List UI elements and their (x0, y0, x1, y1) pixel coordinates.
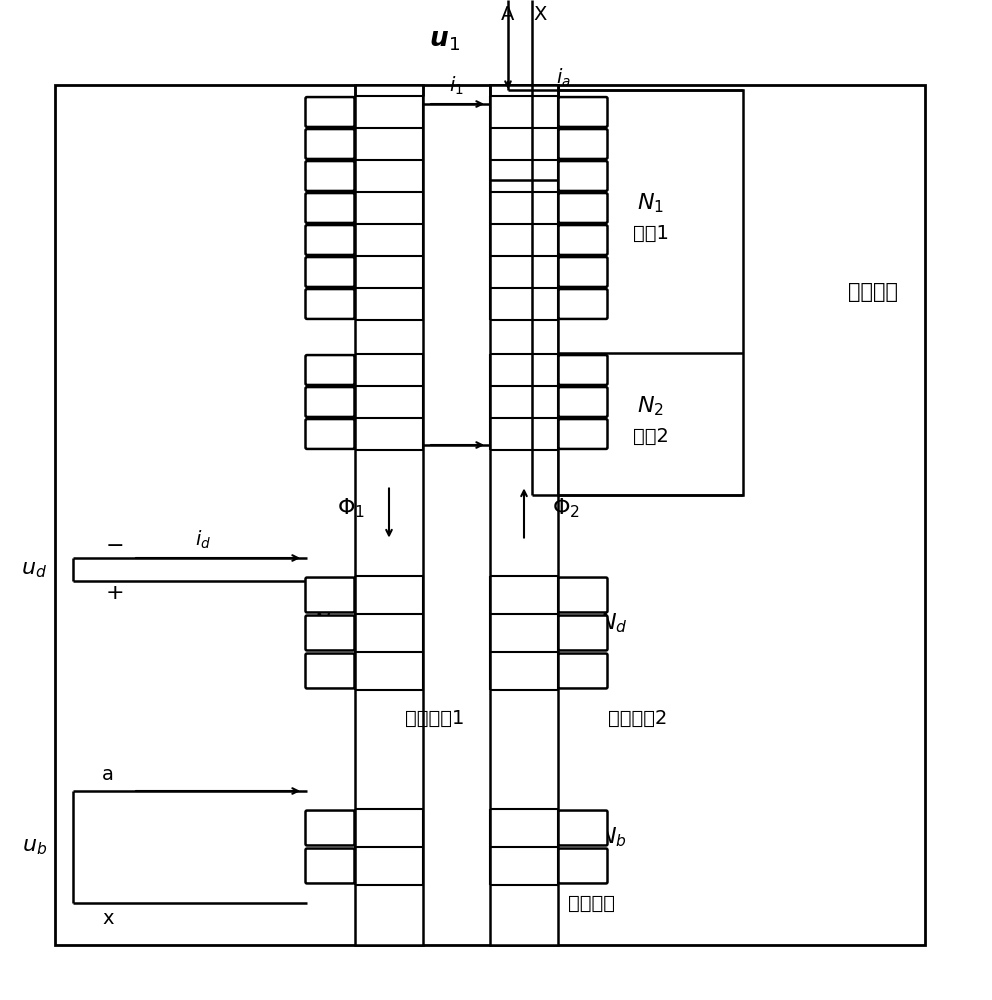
FancyBboxPatch shape (558, 193, 607, 223)
FancyBboxPatch shape (558, 849, 607, 883)
Bar (558, 90, 743, 495)
FancyBboxPatch shape (558, 225, 607, 255)
Text: 控制绕组1: 控制绕组1 (406, 708, 464, 728)
FancyBboxPatch shape (558, 654, 607, 688)
FancyBboxPatch shape (306, 97, 354, 127)
Bar (490, 85, 558, 180)
FancyBboxPatch shape (558, 161, 607, 191)
FancyBboxPatch shape (306, 225, 354, 255)
Text: X: X (534, 5, 547, 24)
FancyBboxPatch shape (558, 129, 607, 159)
Bar (55, 85, 925, 945)
FancyBboxPatch shape (558, 289, 607, 319)
FancyBboxPatch shape (306, 811, 354, 845)
FancyBboxPatch shape (558, 578, 607, 612)
FancyBboxPatch shape (306, 161, 354, 191)
FancyBboxPatch shape (558, 355, 607, 385)
Text: $i_1$: $i_1$ (449, 75, 464, 97)
Text: $N_d$: $N_d$ (599, 611, 627, 635)
FancyBboxPatch shape (306, 129, 354, 159)
Text: $\Phi_1$: $\Phi_1$ (337, 496, 365, 520)
Text: $u_d$: $u_d$ (21, 560, 47, 580)
Bar (490, 85, 558, 945)
Text: x: x (102, 910, 114, 928)
FancyBboxPatch shape (306, 419, 354, 449)
Text: a: a (102, 766, 114, 784)
FancyBboxPatch shape (558, 419, 607, 449)
FancyBboxPatch shape (306, 849, 354, 883)
FancyBboxPatch shape (558, 811, 607, 845)
FancyBboxPatch shape (558, 97, 607, 127)
FancyBboxPatch shape (306, 257, 354, 287)
Text: $i_d$: $i_d$ (195, 529, 211, 551)
Text: A: A (501, 5, 515, 24)
Text: $N_d$: $N_d$ (312, 611, 341, 635)
Text: $\Phi_2$: $\Phi_2$ (552, 496, 580, 520)
Text: 绕组1: 绕组1 (633, 224, 669, 243)
FancyBboxPatch shape (306, 387, 354, 417)
Bar (355, 85, 423, 945)
Text: $N_1$: $N_1$ (637, 192, 664, 215)
Text: $i_a$: $i_a$ (556, 67, 570, 89)
Text: 控制绕组2: 控制绕组2 (608, 708, 668, 728)
Text: −: − (106, 536, 124, 556)
FancyBboxPatch shape (306, 289, 354, 319)
FancyBboxPatch shape (306, 355, 354, 385)
FancyBboxPatch shape (306, 193, 354, 223)
FancyBboxPatch shape (558, 616, 607, 650)
Text: 补偿绕组: 补偿绕组 (568, 894, 615, 912)
Text: $N_2$: $N_2$ (637, 394, 664, 418)
Text: 网侧绕组: 网侧绕组 (848, 282, 898, 302)
FancyBboxPatch shape (558, 257, 607, 287)
FancyBboxPatch shape (306, 578, 354, 612)
Text: $N_b$: $N_b$ (599, 825, 627, 849)
Text: +: + (106, 583, 124, 603)
Text: $\boldsymbol{u}_1$: $\boldsymbol{u}_1$ (430, 27, 460, 53)
Text: 绕组2: 绕组2 (633, 426, 669, 446)
FancyBboxPatch shape (558, 387, 607, 417)
FancyBboxPatch shape (306, 616, 354, 650)
Text: $u_b$: $u_b$ (22, 837, 47, 857)
Text: $i_2$: $i_2$ (578, 416, 593, 438)
FancyBboxPatch shape (306, 654, 354, 688)
